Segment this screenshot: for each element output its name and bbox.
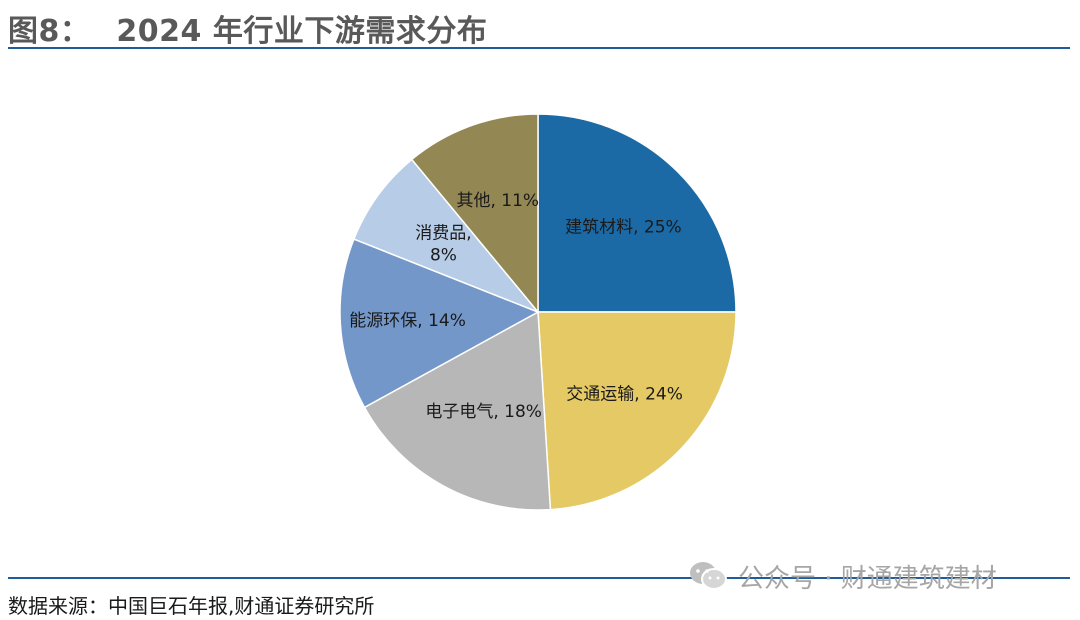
wechat-icon <box>690 562 727 590</box>
pie-chart: 建筑材料, 25% 交通运输, 24% 电子电气, 18% 能源环保, 14% 消费品,… <box>339 113 737 511</box>
figure-number: 图8： <box>8 14 91 49</box>
watermark: 公众号 · 财通建筑建材 <box>688 558 997 594</box>
slice-label-0: 建筑材料, 25% <box>565 218 682 238</box>
slice-label-5: 其他, 11% <box>456 191 539 211</box>
pie-slice-0 <box>537 113 737 313</box>
slice-label-1: 交通运输, 24% <box>566 384 683 404</box>
figure-title-text: 2024 年行业下游需求分布 <box>116 14 488 49</box>
source-note: 数据来源：中国巨石年报,财通证券研究所 <box>8 594 375 618</box>
figure-title: 图8： 2024 年行业下游需求分布 <box>8 6 487 50</box>
slice-label-3: 能源环保, 14% <box>349 311 466 331</box>
pie-slice-4 <box>352 158 539 313</box>
pie-slice-1 <box>537 311 737 511</box>
slice-label-2: 电子电气, 18% <box>425 402 542 422</box>
pie-slice-3 <box>339 238 540 409</box>
pie-slice-5 <box>410 113 539 315</box>
watermark-text: 公众号 · 财通建筑建材 <box>738 563 997 594</box>
slice-label-4: 消费品, 8% <box>415 223 471 265</box>
pie-slice-2 <box>363 310 552 511</box>
bottom-divider <box>8 577 1070 579</box>
top-divider <box>8 47 1070 49</box>
